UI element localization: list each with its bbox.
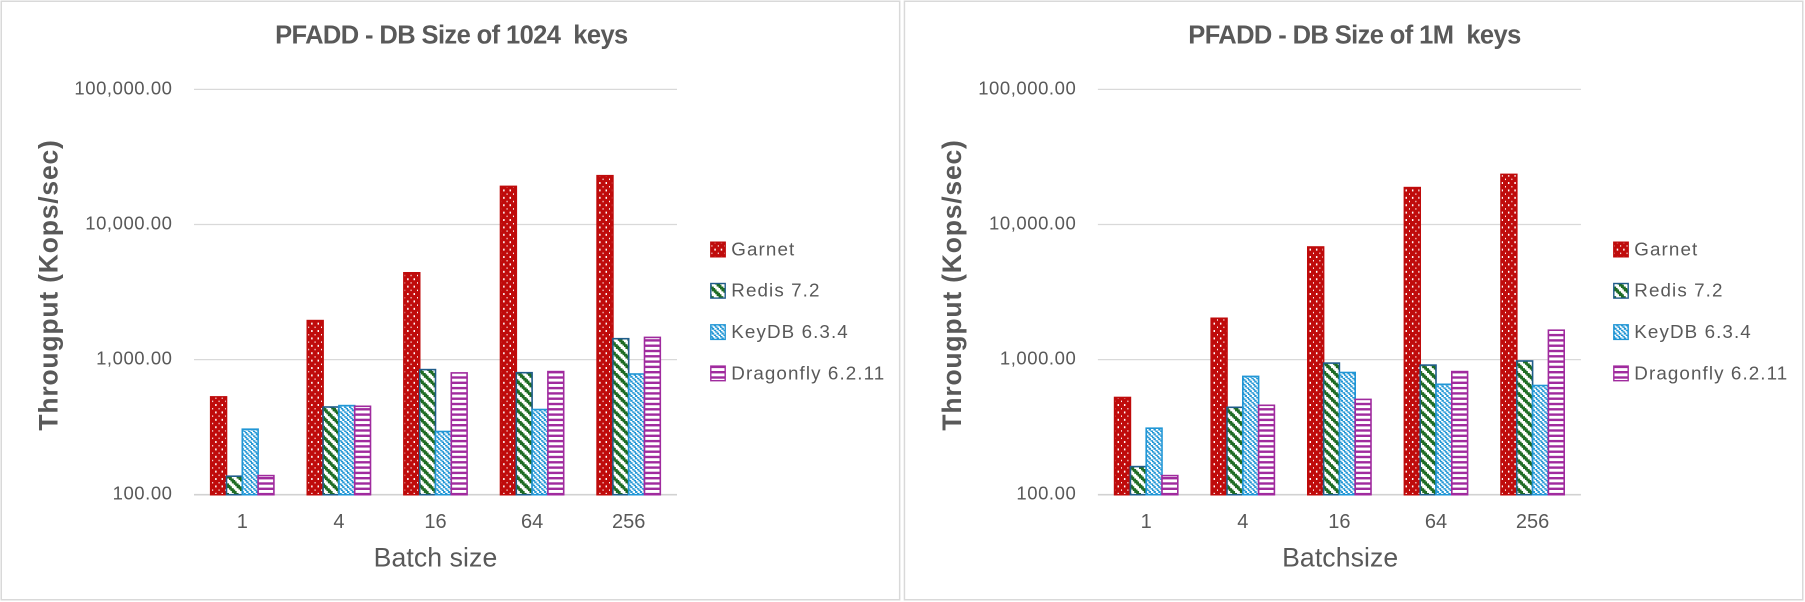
svg-text:Batchsize: Batchsize: [1282, 543, 1398, 573]
svg-text:100,000.00: 100,000.00: [978, 77, 1076, 98]
svg-text:PFADD - DB Size of 1024 keys: PFADD - DB Size of 1024 keys: [275, 22, 628, 50]
svg-text:Batch size: Batch size: [374, 543, 498, 573]
svg-text:Redis 7.2: Redis 7.2: [731, 280, 820, 301]
svg-text:1,000.00: 1,000.00: [1000, 348, 1076, 369]
svg-text:16: 16: [424, 511, 446, 533]
svg-text:KeyDB 6.3.4: KeyDB 6.3.4: [1634, 321, 1752, 342]
svg-text:Througput (Kops/sec): Througput (Kops/sec): [937, 139, 967, 430]
svg-text:Redis 7.2: Redis 7.2: [1634, 280, 1723, 301]
svg-text:10,000.00: 10,000.00: [989, 212, 1076, 233]
svg-text:256: 256: [612, 511, 645, 533]
svg-text:Garnet: Garnet: [731, 238, 795, 259]
svg-text:100,000.00: 100,000.00: [74, 77, 172, 98]
svg-text:Dragonfly 6.2.11: Dragonfly 6.2.11: [731, 362, 885, 383]
svg-text:Garnet: Garnet: [1634, 238, 1698, 259]
svg-text:4: 4: [1237, 511, 1248, 533]
svg-text:10,000.00: 10,000.00: [85, 212, 172, 233]
svg-text:KeyDB 6.3.4: KeyDB 6.3.4: [731, 321, 849, 342]
svg-text:256: 256: [1516, 511, 1549, 533]
svg-text:Througput (Kops/sec): Througput (Kops/sec): [34, 139, 64, 430]
svg-text:1,000.00: 1,000.00: [96, 348, 172, 369]
svg-text:64: 64: [1425, 511, 1447, 533]
svg-text:16: 16: [1328, 511, 1350, 533]
svg-text:PFADD - DB Size of 1M keys: PFADD - DB Size of 1M keys: [1188, 22, 1521, 50]
svg-text:64: 64: [521, 511, 543, 533]
svg-text:4: 4: [333, 511, 344, 533]
svg-text:Dragonfly 6.2.11: Dragonfly 6.2.11: [1634, 362, 1788, 383]
svg-text:1: 1: [1141, 511, 1152, 533]
svg-text:1: 1: [237, 511, 248, 533]
svg-text:100.00: 100.00: [1016, 483, 1076, 504]
svg-text:100.00: 100.00: [113, 483, 173, 504]
